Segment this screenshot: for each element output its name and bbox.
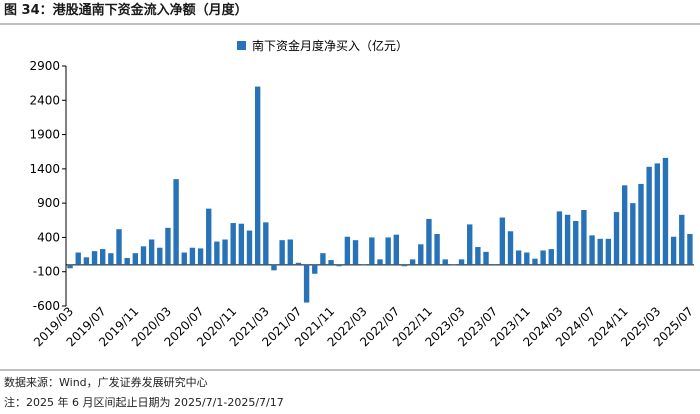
bar [344, 236, 351, 265]
bar [385, 237, 391, 265]
bar [230, 223, 236, 265]
bar [679, 214, 685, 265]
bar [254, 86, 261, 265]
bar [173, 179, 179, 265]
bar [434, 234, 440, 265]
bar [116, 229, 122, 265]
chart-title: 图 34：港股通南下资金流入净额（月度） [4, 2, 248, 18]
bar [360, 264, 367, 266]
footnote: 注：2025 年 6 月区间起止日期为 2025/7/1-2025/7/17 [4, 395, 284, 409]
bar [67, 264, 73, 269]
bar [189, 247, 196, 265]
bar [124, 258, 130, 265]
bar [670, 236, 677, 265]
bar [589, 235, 595, 265]
bar [197, 248, 204, 265]
bar [100, 249, 106, 265]
bar [499, 217, 506, 265]
bar [556, 211, 563, 265]
bar [303, 264, 310, 303]
bar [206, 208, 212, 265]
bar [287, 239, 293, 265]
bar [181, 252, 187, 265]
bar [638, 183, 644, 265]
bar [605, 238, 612, 265]
bar [548, 249, 554, 265]
bar [630, 203, 636, 265]
bar [238, 223, 245, 265]
bar [83, 257, 90, 265]
bar [157, 247, 163, 265]
bar [132, 253, 139, 265]
bar [524, 252, 530, 265]
y-tick-label: 1400 [29, 162, 60, 176]
y-tick-label: 2400 [29, 93, 60, 107]
bar [564, 214, 571, 265]
bar [507, 231, 514, 265]
bar [352, 240, 359, 265]
bar [401, 264, 408, 267]
bar [515, 250, 522, 265]
bar [214, 241, 220, 265]
bar [613, 212, 620, 265]
bar [483, 251, 489, 265]
bar [377, 259, 383, 265]
bar [491, 264, 497, 265]
y-tick-label: -100 [33, 265, 60, 279]
bar [621, 185, 628, 265]
bar [148, 239, 155, 265]
bar [246, 230, 253, 265]
bar [662, 157, 669, 265]
bar [140, 246, 147, 265]
bar [426, 218, 432, 265]
bar [442, 259, 448, 265]
bar [573, 220, 579, 265]
bar [418, 244, 424, 265]
bar [540, 250, 546, 265]
bar [450, 264, 457, 266]
bar [369, 237, 375, 265]
y-tick-label: 1900 [29, 128, 60, 142]
bar [91, 251, 98, 265]
bar [312, 264, 318, 274]
bar [597, 238, 603, 265]
bar [279, 240, 285, 265]
bar [328, 260, 334, 265]
bar [532, 258, 538, 265]
bar [222, 239, 228, 265]
bar [475, 247, 481, 265]
bar [320, 253, 326, 265]
bar [263, 222, 269, 265]
bar [409, 259, 416, 265]
bar [467, 224, 473, 265]
y-tick-label: 900 [37, 196, 60, 210]
bar [654, 163, 660, 265]
y-tick-label: -600 [33, 299, 60, 313]
bar [581, 210, 587, 265]
y-tick-label: 400 [37, 230, 60, 244]
bar [108, 253, 114, 265]
bar [271, 264, 277, 271]
y-tick-label: 2900 [29, 59, 60, 73]
bar [687, 234, 693, 265]
bar [393, 234, 400, 265]
legend-swatch [237, 41, 246, 50]
bar [336, 264, 342, 267]
bar [75, 252, 81, 265]
bar [646, 166, 652, 265]
bar [458, 259, 465, 265]
source-note: 数据来源：Wind，广发证券发展研究中心 [4, 375, 208, 389]
bar [295, 262, 302, 265]
legend-label: 南下资金月度净买入（亿元） [252, 38, 408, 53]
bar [165, 227, 171, 265]
